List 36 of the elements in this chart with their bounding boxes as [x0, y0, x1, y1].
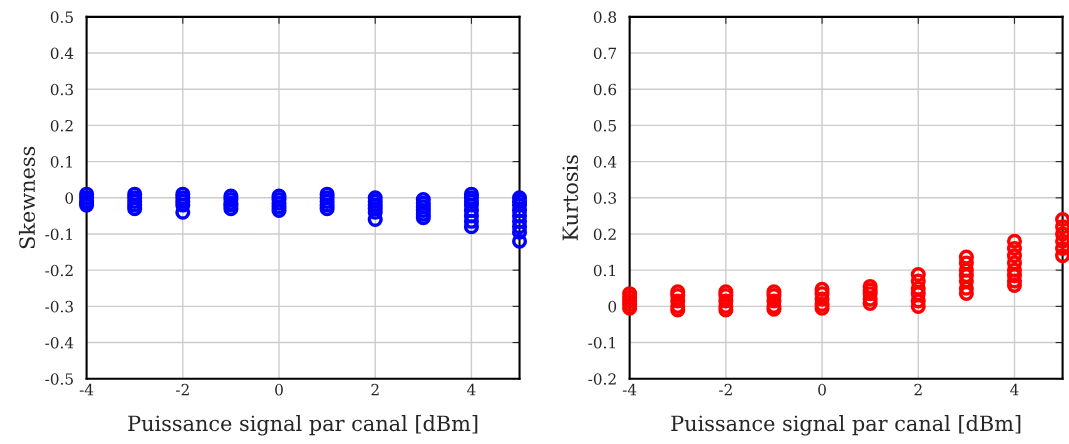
- y-tick-label: -0.4: [45, 337, 74, 349]
- x-tick-label: 2: [371, 383, 379, 396]
- y-tick-label: 0.2: [50, 119, 73, 132]
- x-axis-title: Puissance signal par canal [dBm]: [128, 415, 478, 436]
- y-tick-label: 0.4: [50, 47, 74, 60]
- y-tick-label: -0.1: [45, 228, 72, 241]
- y-tick-label: 0.5: [50, 11, 73, 23]
- x-tick-label: 2: [914, 383, 922, 396]
- y-tick-label: -0.1: [588, 337, 615, 349]
- y-tick-label: 0.1: [593, 264, 615, 277]
- x-axis-title: Puissance signal par canal [dBm]: [671, 415, 1021, 436]
- x-tick-label: 4: [1010, 383, 1019, 396]
- y-tick-label: 0.4: [593, 156, 617, 168]
- y-tick-label: 0.6: [593, 83, 617, 96]
- y-tick-label: 0.7: [593, 47, 617, 60]
- y-tick-label: 0: [608, 300, 617, 313]
- y-tick-label: 0.1: [50, 156, 72, 168]
- y-tick-label: 0.2: [593, 228, 616, 241]
- x-tick-label: 4: [467, 383, 476, 396]
- y-tick-label: -0.3: [45, 300, 73, 313]
- y-tick-label: -0.5: [45, 373, 73, 385]
- x-tick-label: -2: [176, 383, 189, 396]
- x-tick-label: -4: [622, 383, 637, 396]
- y-tick-label: -0.2: [588, 373, 616, 385]
- x-tick-label: 0: [818, 383, 826, 396]
- x-tick-label: 0: [275, 383, 283, 396]
- y-axis-title: Kurtosis: [562, 155, 579, 241]
- y-tick-label: 0.3: [50, 83, 73, 96]
- y-tick-label: 0.3: [593, 192, 617, 204]
- y-tick-label: 0.8: [593, 11, 617, 23]
- y-tick-label: 0.5: [593, 119, 616, 132]
- x-tick-label: -4: [79, 383, 94, 396]
- y-tick-label: -0.2: [45, 264, 73, 277]
- y-axis-title: Skewness: [18, 146, 36, 249]
- y-tick-label: 0: [65, 192, 74, 204]
- x-tick-label: -2: [719, 383, 732, 396]
